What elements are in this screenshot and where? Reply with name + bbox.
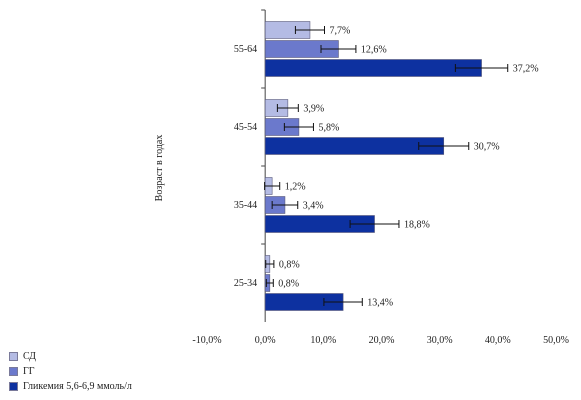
y-axis-title: Возраст в годах [154, 135, 165, 202]
data-label: 1,2% [285, 182, 306, 193]
legend-label-glycemia: Гликемия 5,6-6,9 ммоль/л [23, 381, 132, 392]
legend-item-gg: ГГ [9, 364, 132, 379]
category-label: 35-44 [234, 200, 257, 211]
data-label: 7,7% [329, 26, 350, 37]
category-label: 25-34 [234, 278, 257, 289]
data-label: 0,8% [278, 279, 299, 290]
data-label: 0,8% [279, 260, 300, 271]
legend: СД ГГ Гликемия 5,6-6,9 ммоль/л [9, 349, 132, 394]
legend-swatch-gg [9, 367, 18, 376]
data-label: 18,8% [404, 220, 430, 231]
legend-swatch-sd [9, 352, 18, 361]
x-tick-label: 40,0% [485, 335, 511, 346]
category-label: 55-64 [234, 44, 257, 55]
legend-swatch-glycemia [9, 382, 18, 391]
category-label: 45-54 [234, 122, 257, 133]
data-label: 13,4% [367, 298, 393, 309]
data-label: 37,2% [513, 64, 539, 75]
data-label: 12,6% [361, 45, 387, 56]
bar-3 [264, 137, 445, 155]
labels: 55-64 7,7% 12,6% 37,2% 45-54 3,9% 5,8% 30,7% 35-… [234, 26, 539, 309]
legend-item-glycemia: Гликемия 5,6-6,9 ммоль/л [9, 379, 132, 394]
data-label: 30,7% [474, 142, 500, 153]
bar-3 [264, 59, 482, 77]
x-tick-label: -10,0% [192, 335, 221, 346]
x-tick-label: 20,0% [369, 335, 395, 346]
legend-label-gg: ГГ [23, 366, 35, 377]
x-tick-label: 50,0% [543, 335, 569, 346]
data-label: 3,4% [303, 201, 324, 212]
bars [264, 21, 509, 311]
x-tick-label: 0,0% [255, 335, 276, 346]
data-label: 3,9% [303, 104, 324, 115]
x-tick-label: 30,0% [427, 335, 453, 346]
legend-item-sd: СД [9, 349, 132, 364]
x-tick-label: 10,0% [310, 335, 336, 346]
legend-label-sd: СД [23, 351, 36, 362]
data-label: 5,8% [318, 123, 339, 134]
